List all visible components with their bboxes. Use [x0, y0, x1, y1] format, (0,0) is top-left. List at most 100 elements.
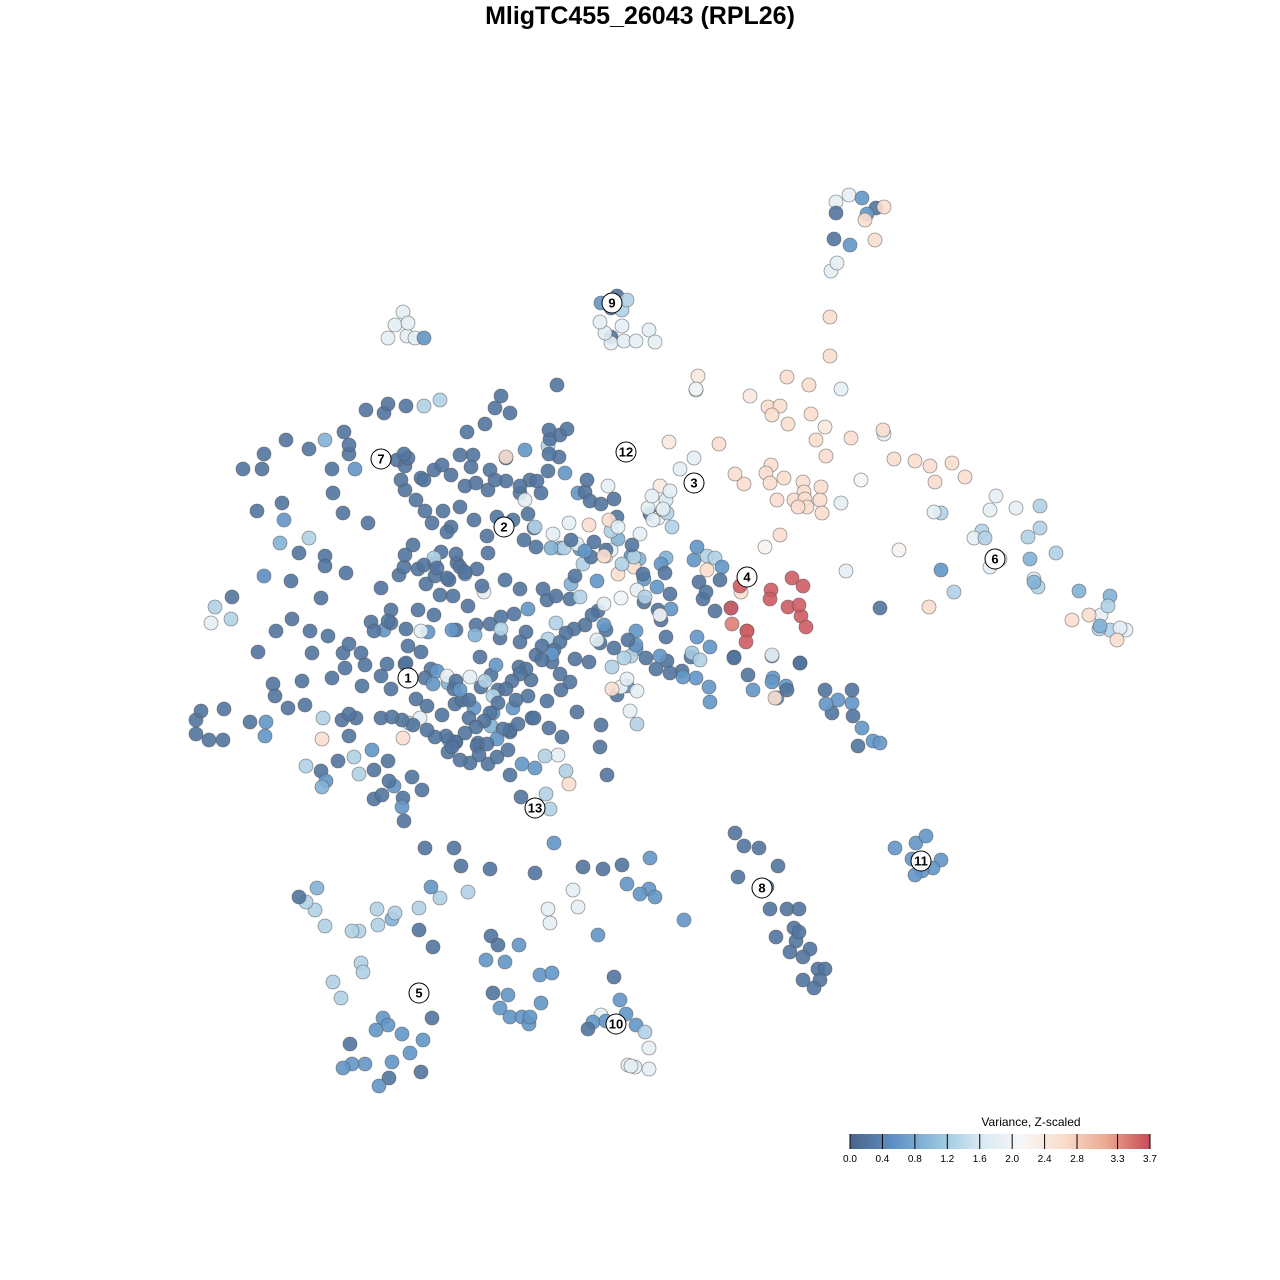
cluster-label-badge: [683, 472, 705, 494]
data-point: [291, 889, 307, 905]
cluster-label-3: 3: [683, 472, 705, 494]
data-point: [592, 314, 608, 330]
data-point: [419, 698, 435, 714]
data-point: [541, 422, 557, 438]
data-point: [358, 402, 374, 418]
data-point: [596, 617, 612, 633]
data-point: [675, 669, 691, 685]
data-point: [443, 467, 459, 483]
data-point: [315, 710, 331, 726]
data-point: [538, 786, 554, 802]
data-point: [563, 532, 579, 548]
data-point: [383, 681, 399, 697]
data-point: [351, 766, 367, 782]
data-point: [467, 627, 483, 643]
data-point: [488, 657, 504, 673]
data-point: [325, 974, 341, 990]
data-point: [604, 659, 620, 675]
data-point: [460, 598, 476, 614]
data-point: [347, 461, 363, 477]
data-point: [619, 671, 635, 687]
data-point: [452, 682, 468, 698]
data-point: [355, 964, 371, 980]
data-point: [344, 923, 360, 939]
data-point: [527, 760, 543, 776]
cluster-label-1: 1: [397, 667, 419, 689]
data-point: [324, 670, 340, 686]
data-point: [514, 756, 530, 772]
data-point: [516, 532, 532, 548]
data-point: [977, 530, 993, 546]
data-point: [629, 683, 645, 699]
data-point: [528, 539, 544, 555]
data-point: [628, 333, 644, 349]
data-point: [606, 640, 622, 656]
data-point: [764, 674, 780, 690]
data-point: [590, 927, 606, 943]
data-point: [535, 581, 551, 597]
data-point: [817, 419, 833, 435]
data-point: [216, 701, 232, 717]
data-point: [711, 436, 727, 452]
data-point: [426, 607, 442, 623]
data-point: [907, 453, 923, 469]
data-point: [512, 634, 528, 650]
data-point: [410, 602, 426, 618]
data-point: [853, 472, 869, 488]
data-point: [620, 632, 636, 648]
data-point: [394, 1026, 410, 1042]
data-point: [511, 937, 527, 953]
data-point: [702, 694, 718, 710]
data-point: [500, 987, 516, 1003]
data-point: [875, 422, 891, 438]
cluster-label-10: 10: [605, 1013, 627, 1035]
cluster-label-7: 7: [370, 448, 392, 470]
data-point: [317, 918, 333, 934]
cluster-label-badge: [493, 516, 515, 538]
data-point: [280, 700, 296, 716]
data-point: [543, 540, 559, 556]
data-point: [468, 475, 484, 491]
data-point: [1064, 612, 1080, 628]
data-point: [642, 850, 658, 866]
legend-tick-label: 2.8: [1070, 1154, 1084, 1165]
data-point: [658, 629, 674, 645]
data-point: [595, 861, 611, 877]
data-point: [867, 232, 883, 248]
cluster-label-11: 11: [910, 850, 932, 872]
data-point: [416, 472, 432, 488]
data-point: [1100, 598, 1116, 614]
cluster-label-12: 12: [615, 441, 637, 463]
data-point: [452, 499, 468, 515]
data-point: [380, 330, 396, 346]
data-point: [381, 1070, 397, 1086]
data-point: [818, 696, 834, 712]
cluster-label-text: 10: [609, 1017, 623, 1032]
data-point: [757, 539, 773, 555]
data-point: [336, 424, 352, 440]
cluster-label-text: 8: [758, 881, 765, 896]
data-point: [402, 1045, 418, 1061]
data-point: [510, 716, 526, 732]
points-layer: [188, 187, 1134, 1094]
data-point: [795, 578, 811, 594]
data-point: [274, 495, 290, 511]
data-point: [432, 392, 448, 408]
data-point: [314, 731, 330, 747]
data-point: [632, 886, 648, 902]
cluster-label-5: 5: [408, 982, 430, 1004]
data-point: [857, 212, 873, 228]
data-point: [188, 726, 204, 742]
data-point: [891, 542, 907, 558]
data-point: [652, 607, 668, 623]
data-point: [517, 492, 533, 508]
data-point: [686, 552, 702, 568]
data-point: [342, 1036, 358, 1052]
data-point: [541, 720, 557, 736]
data-point: [751, 840, 767, 856]
data-point: [215, 732, 231, 748]
data-point: [850, 738, 866, 754]
data-point: [506, 606, 522, 622]
data-point: [417, 503, 433, 519]
